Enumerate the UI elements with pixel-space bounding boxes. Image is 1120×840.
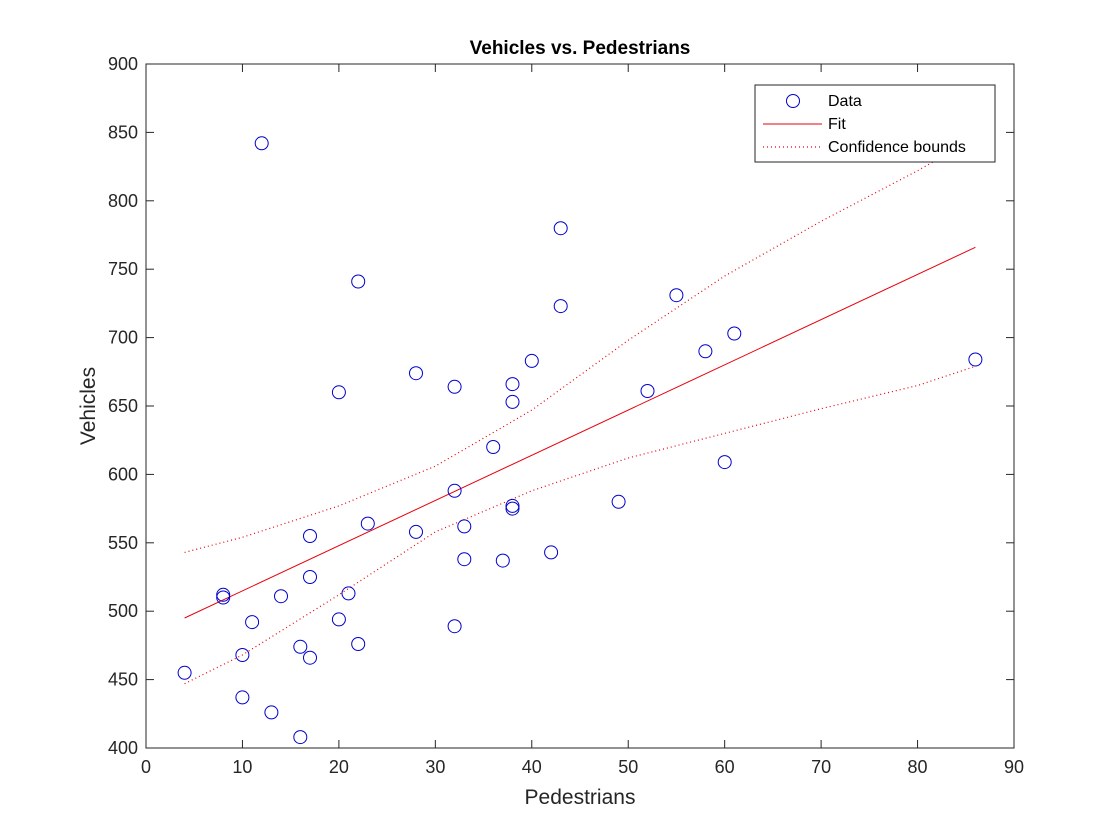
- x-tick-label: 20: [329, 757, 349, 777]
- x-tick-label: 70: [811, 757, 831, 777]
- data-point: [341, 586, 356, 601]
- y-tick-label: 550: [108, 533, 138, 553]
- chart-title: Vehicles vs. Pedestrians: [470, 38, 691, 59]
- x-tick-label: 40: [522, 757, 542, 777]
- data-point: [495, 553, 510, 568]
- y-tick-label: 450: [108, 670, 138, 690]
- data-point: [640, 384, 655, 398]
- data-point: [447, 379, 462, 394]
- x-tick-label: 50: [618, 757, 638, 777]
- data-point: [505, 394, 520, 409]
- y-tick-label: 650: [108, 396, 138, 416]
- data-point: [669, 288, 684, 303]
- x-tick-label: 90: [1004, 757, 1024, 777]
- data-point: [505, 498, 520, 513]
- y-tick-label: 900: [108, 54, 138, 74]
- data-point: [360, 516, 375, 531]
- data-point: [331, 385, 346, 400]
- data-point: [245, 615, 260, 630]
- data-point: [409, 524, 423, 539]
- plot-area: 0 10 20 30 40 50 60 70 80 90 400 450 500 550 600 650 700…: [108, 54, 1024, 777]
- data-point: [524, 353, 539, 368]
- data-point: [409, 366, 423, 381]
- data-point: [303, 650, 317, 665]
- lower-confidence-bound: [184, 365, 976, 685]
- upper-confidence-bound: [184, 159, 938, 553]
- x-tick-label: 80: [908, 757, 928, 777]
- data-point: [968, 352, 983, 367]
- data-point: [505, 501, 520, 516]
- data-point: [727, 326, 742, 341]
- data-point: [544, 545, 559, 560]
- data-point: [303, 529, 317, 543]
- legend-label-bounds: Confidence bounds: [828, 139, 966, 156]
- y-tick-label: 600: [108, 464, 138, 484]
- data-point: [486, 440, 501, 454]
- data-point: [351, 274, 366, 289]
- x-tick-label: 10: [232, 757, 252, 777]
- data-point: [447, 483, 462, 498]
- legend-label-fit: Fit: [828, 116, 846, 133]
- y-tick-label: 850: [108, 122, 138, 142]
- data-point: [235, 648, 250, 662]
- data-point: [216, 587, 231, 602]
- data-point: [553, 299, 568, 314]
- data-point: [717, 455, 732, 470]
- data-point: [611, 494, 626, 509]
- data-point: [331, 612, 346, 627]
- data-point: [303, 570, 317, 584]
- y-tick-label: 500: [108, 601, 138, 621]
- data-point: [254, 136, 269, 151]
- data-point: [457, 552, 472, 567]
- data-point: [264, 705, 279, 720]
- legend-data-marker: [786, 94, 800, 108]
- x-tick-label: 0: [141, 757, 151, 777]
- data-point: [235, 690, 250, 705]
- data-point: [293, 639, 308, 654]
- data-point: [505, 377, 520, 392]
- y-tick-label: 400: [108, 738, 138, 758]
- data-point: [216, 590, 231, 605]
- y-tick-label: 700: [108, 328, 138, 348]
- data-point: [274, 589, 288, 604]
- data-point: [457, 519, 472, 534]
- x-tick-label: 30: [425, 757, 445, 777]
- data-point: [293, 730, 308, 745]
- legend-label-data: Data: [828, 93, 862, 110]
- x-tick-label: 60: [715, 757, 735, 777]
- data-point: [351, 637, 366, 651]
- data-point: [447, 619, 462, 634]
- data-point: [553, 221, 568, 236]
- legend: Data Fit Confidence bounds: [754, 84, 996, 163]
- y-tick-label: 750: [108, 259, 138, 279]
- fit-line: [184, 246, 976, 619]
- data-point: [698, 344, 713, 359]
- x-axis-label: Pedestrians: [525, 786, 636, 809]
- data-point: [177, 665, 192, 680]
- y-axis-label: Vehicles: [77, 367, 100, 445]
- y-tick-label: 800: [108, 191, 138, 211]
